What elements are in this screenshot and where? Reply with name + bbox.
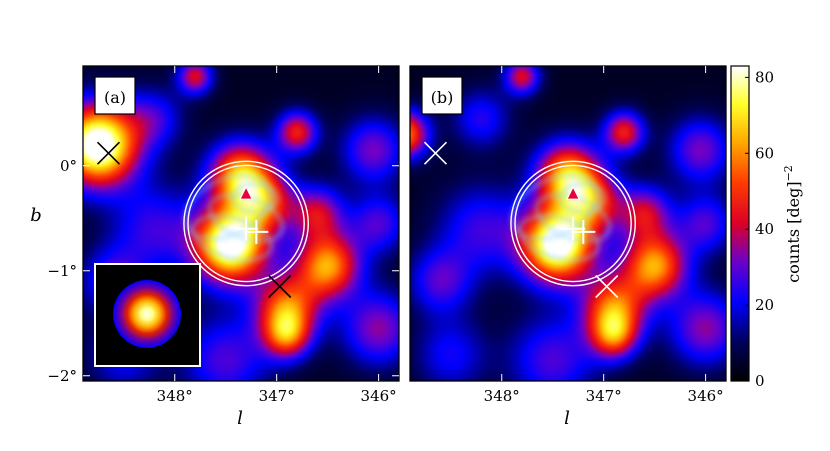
plus-marker — [561, 216, 586, 241]
plus-marker — [571, 219, 596, 244]
y-tick-label: −1° — [47, 262, 77, 280]
plus-marker — [234, 216, 259, 241]
source-triangle-marker — [239, 185, 253, 200]
cross-marker — [595, 274, 619, 299]
panel-b-ticks: 348° 347° 346° — [484, 66, 724, 405]
colorbar-frame — [730, 65, 750, 382]
panel-b-label-box — [421, 76, 463, 115]
colorbar-tick-label: 0 — [755, 372, 765, 390]
panel-b-frame — [409, 65, 727, 382]
panel-a-label: (a) — [104, 88, 126, 107]
colorbar-label-exponent: −2 — [782, 165, 795, 181]
x-tick-label: 347° — [586, 387, 622, 405]
y-tick-label: 0° — [60, 157, 77, 175]
x-tick-label: 347° — [259, 387, 295, 405]
cross-marker — [96, 141, 121, 165]
region-circle — [183, 160, 309, 287]
source-triangle-marker — [566, 185, 580, 200]
plus-marker — [244, 219, 269, 244]
panel-a-contours — [184, 174, 284, 261]
colorbar-tick-label: 80 — [755, 68, 774, 86]
panel-b-xlabel: l — [564, 408, 570, 429]
colorbar-ticks: 0 20 40 60 80 — [745, 68, 774, 390]
cross-marker — [268, 274, 292, 299]
panel-b-heatmap — [410, 66, 726, 381]
panel-a-frame — [82, 65, 400, 382]
panel-a: 348° 347° 346° 0° −1° −2° (a) l b — [30, 65, 400, 429]
y-tick-label: −2° — [47, 367, 77, 385]
panel-b: 348° 347° 346° (b) l — [409, 65, 727, 429]
x-tick-label: 348° — [484, 387, 520, 405]
x-tick-label: 346° — [361, 387, 397, 405]
x-tick-label: 346° — [688, 387, 724, 405]
colorbar-tick-label: 40 — [755, 220, 774, 238]
region-circle — [187, 164, 305, 283]
panel-a-ylabel: b — [30, 205, 42, 226]
colorbar: 0 20 40 60 80 counts [deg]−2 — [730, 65, 803, 390]
cross-marker — [423, 141, 448, 165]
colorbar-tick-label: 20 — [755, 296, 774, 314]
psf-inset — [94, 263, 201, 367]
x-tick-label: 348° — [157, 387, 193, 405]
panel-a-ticks: 348° 347° 346° 0° −1° −2° — [47, 66, 399, 405]
panel-a-xlabel: l — [237, 408, 243, 429]
colorbar-gradient — [731, 66, 749, 381]
psf-inset-blob — [113, 280, 181, 348]
panel-b-label: (b) — [431, 88, 454, 107]
panel-b-overlays — [423, 141, 636, 299]
panel-a-label-box — [94, 76, 136, 115]
region-circle — [514, 164, 632, 283]
region-circle — [510, 160, 636, 287]
panel-b-contours — [511, 174, 611, 261]
colorbar-label: counts [deg]−2 — [782, 165, 803, 283]
panel-a-overlays — [96, 141, 309, 299]
colorbar-tick-label: 60 — [755, 144, 774, 162]
